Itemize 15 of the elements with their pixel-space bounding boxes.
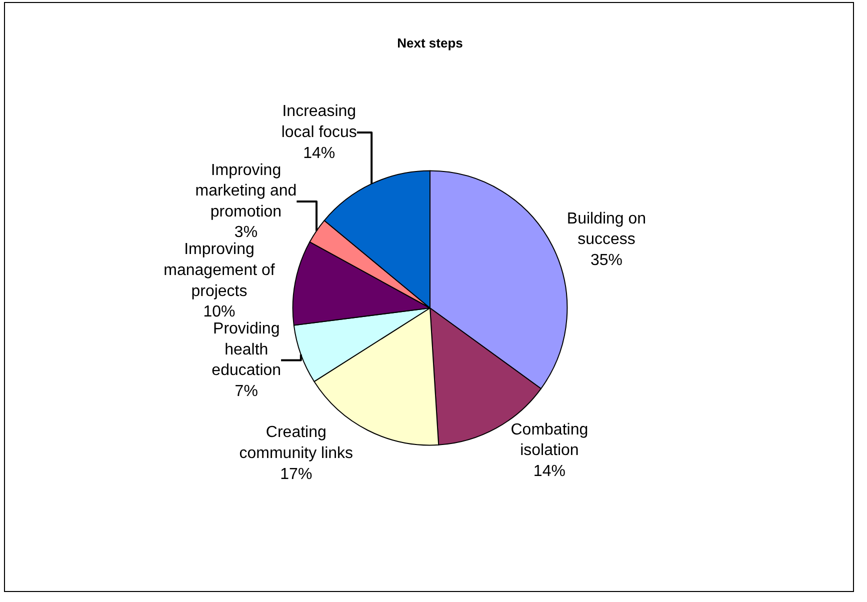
slice-label: Creating community links: [239, 424, 354, 462]
data-label: 7%: [234, 383, 258, 400]
data-label: 35%: [590, 252, 622, 269]
slice-label: Improving marketing and promotion: [195, 162, 297, 220]
data-label: 3%: [234, 224, 258, 242]
data-label: 17%: [280, 466, 312, 483]
slice-label: Providing health education: [212, 320, 282, 380]
chart-title: Next steps: [397, 36, 463, 50]
data-label: 14%: [303, 144, 336, 162]
data-label: 14%: [533, 463, 566, 480]
slice-label: Increasing local focus: [281, 103, 357, 141]
slice-label: Improving management of projects: [164, 241, 276, 300]
slice-label: Combating isolation: [510, 421, 588, 460]
data-label: 10%: [203, 304, 236, 321]
slice-label: Building on success: [566, 210, 646, 248]
